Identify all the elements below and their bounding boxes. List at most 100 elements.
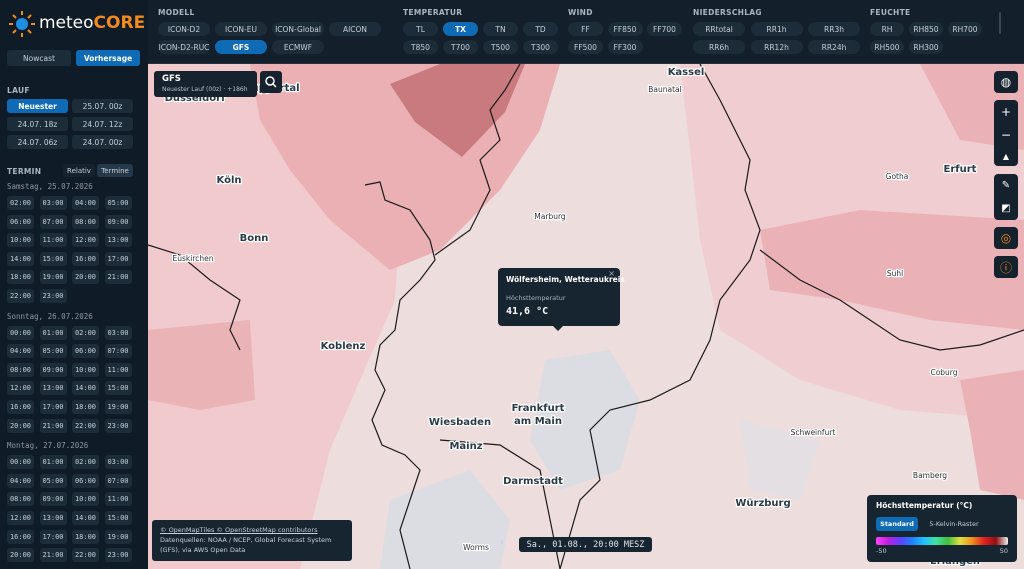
time-button[interactable]: 09:00 xyxy=(39,492,67,507)
time-button[interactable]: 16:00 xyxy=(72,251,99,266)
time-button[interactable]: 20:00 xyxy=(7,548,34,563)
time-button[interactable]: 14:00 xyxy=(72,381,99,396)
time-button[interactable]: 18:00 xyxy=(72,529,99,544)
time-button[interactable]: 15:00 xyxy=(104,381,132,396)
time-button[interactable]: 20:00 xyxy=(72,270,99,285)
time-button[interactable]: 15:00 xyxy=(39,251,67,266)
toolbar-button[interactable]: T300 xyxy=(523,40,558,54)
mode-button[interactable]: Nowcast xyxy=(7,50,71,66)
time-button[interactable]: 03:00 xyxy=(39,196,67,210)
toolbar-button[interactable]: RR24h xyxy=(808,40,860,54)
globe-button[interactable]: ◍ xyxy=(994,71,1018,93)
toolbar-button[interactable]: RR1h xyxy=(750,22,803,36)
time-button[interactable]: 07:00 xyxy=(104,473,132,488)
termin-toggle[interactable]: Termine xyxy=(97,164,133,177)
time-button[interactable]: 05:00 xyxy=(39,473,67,488)
toolbar-button[interactable]: TN xyxy=(483,22,518,36)
run-button[interactable]: Neuester xyxy=(7,99,68,113)
time-button[interactable]: 06:00 xyxy=(7,214,34,229)
run-button[interactable]: 24.07. 18z xyxy=(7,117,68,131)
time-button[interactable]: 17:00 xyxy=(39,400,67,414)
attribution-links[interactable]: © OpenMapTiles © OpenStreetMap contribut… xyxy=(160,526,318,534)
toolbar-button[interactable]: RH850 xyxy=(909,22,943,36)
time-button[interactable]: 08:00 xyxy=(72,214,99,229)
toolbar-button[interactable]: FF500 xyxy=(568,40,603,54)
time-button[interactable]: 21:00 xyxy=(39,418,67,433)
time-button[interactable]: 07:00 xyxy=(104,344,132,359)
time-button[interactable]: 02:00 xyxy=(72,455,99,470)
toolbar-button[interactable]: RR12h xyxy=(750,40,803,54)
run-button[interactable]: 25.07. 00z xyxy=(72,99,133,113)
toolbar-button[interactable]: RR6h xyxy=(693,40,745,54)
time-button[interactable]: 00:00 xyxy=(7,455,34,470)
time-button[interactable]: 02:00 xyxy=(72,325,99,340)
toolbar-button[interactable]: TL xyxy=(403,22,438,36)
time-button[interactable]: 13:00 xyxy=(39,381,67,396)
toolbar-button[interactable]: T700 xyxy=(443,40,478,54)
toolbar-button[interactable]: AICON xyxy=(329,22,381,36)
location-button[interactable]: ◎ xyxy=(994,227,1018,249)
time-button[interactable]: 13:00 xyxy=(39,511,67,525)
layer-button[interactable]: ◩ xyxy=(1001,203,1011,214)
time-button[interactable]: 15:00 xyxy=(104,511,132,525)
time-button[interactable]: 22:00 xyxy=(72,548,99,563)
time-button[interactable]: 11:00 xyxy=(104,362,132,377)
time-button[interactable]: 17:00 xyxy=(104,251,132,266)
zoom-in[interactable]: + xyxy=(1000,104,1012,119)
time-button[interactable]: 04:00 xyxy=(72,196,99,210)
time-button[interactable]: 19:00 xyxy=(104,529,132,544)
time-button[interactable]: 22:00 xyxy=(7,289,34,303)
toolbar-button[interactable]: RH700 xyxy=(948,22,982,36)
compass[interactable]: ▲ xyxy=(1002,152,1010,162)
time-button[interactable]: 23:00 xyxy=(104,418,132,433)
toolbar-button[interactable]: ICON-D2 xyxy=(158,22,210,36)
time-button[interactable]: 05:00 xyxy=(104,196,132,210)
info-button[interactable]: ⓘ xyxy=(994,256,1018,278)
termin-toggle[interactable]: Relativ xyxy=(63,164,95,177)
time-button[interactable]: 21:00 xyxy=(104,270,132,285)
time-button[interactable]: 05:00 xyxy=(39,344,67,359)
toolbar-button[interactable]: RH500 xyxy=(870,40,904,54)
time-button[interactable]: 12:00 xyxy=(72,233,99,248)
toolbar-button[interactable]: T500 xyxy=(483,40,518,54)
time-button[interactable]: 11:00 xyxy=(39,233,67,248)
time-button[interactable]: 02:00 xyxy=(7,196,34,210)
time-button[interactable]: 10:00 xyxy=(7,233,34,248)
time-button[interactable]: 04:00 xyxy=(7,344,34,359)
toolbar-button[interactable]: TX xyxy=(443,22,478,36)
time-button[interactable]: 06:00 xyxy=(72,344,99,359)
time-button[interactable]: 16:00 xyxy=(7,400,34,414)
time-button[interactable]: 18:00 xyxy=(7,270,34,285)
time-button[interactable]: 21:00 xyxy=(39,548,67,563)
time-button[interactable]: 17:00 xyxy=(39,529,67,544)
time-button[interactable]: 11:00 xyxy=(104,492,132,507)
time-button[interactable]: 08:00 xyxy=(7,362,34,377)
time-button[interactable]: 19:00 xyxy=(39,270,67,285)
time-button[interactable]: 00:00 xyxy=(7,325,34,340)
time-button[interactable]: 08:00 xyxy=(7,492,34,507)
time-button[interactable]: 09:00 xyxy=(104,214,132,229)
tooltip-close[interactable]: × xyxy=(608,269,615,278)
toolbar-button[interactable]: RH xyxy=(870,22,904,36)
legend-mode[interactable]: 5-Kelvin-Raster xyxy=(929,520,979,528)
toolbar-button[interactable]: ICON-EU xyxy=(215,22,267,36)
time-button[interactable]: 04:00 xyxy=(7,473,34,488)
toolbar-button[interactable]: ICON-Global xyxy=(272,22,324,36)
time-button[interactable]: 14:00 xyxy=(7,251,34,266)
zoom-out[interactable]: − xyxy=(1000,128,1012,143)
time-button[interactable]: 10:00 xyxy=(72,362,99,377)
time-button[interactable]: 23:00 xyxy=(104,548,132,563)
toolbar-button[interactable]: RR3h xyxy=(808,22,860,36)
search-button[interactable] xyxy=(260,71,282,93)
time-button[interactable]: 03:00 xyxy=(104,455,132,470)
mode-button[interactable]: Vorhersage xyxy=(76,50,140,66)
toolbar-button[interactable]: FF xyxy=(568,22,603,36)
toolbar-button[interactable]: RH300 xyxy=(909,40,943,54)
toolbar-button[interactable]: FF300 xyxy=(607,40,643,54)
time-button[interactable]: 07:00 xyxy=(39,214,67,229)
draw-button[interactable]: ✎ xyxy=(1001,180,1011,191)
toolbar-button[interactable]: ICON-D2-RUC xyxy=(158,40,210,54)
time-button[interactable]: 12:00 xyxy=(7,381,34,396)
run-button[interactable]: 24.07. 12z xyxy=(72,117,133,131)
run-button[interactable]: 24.07. 00z xyxy=(72,135,133,149)
